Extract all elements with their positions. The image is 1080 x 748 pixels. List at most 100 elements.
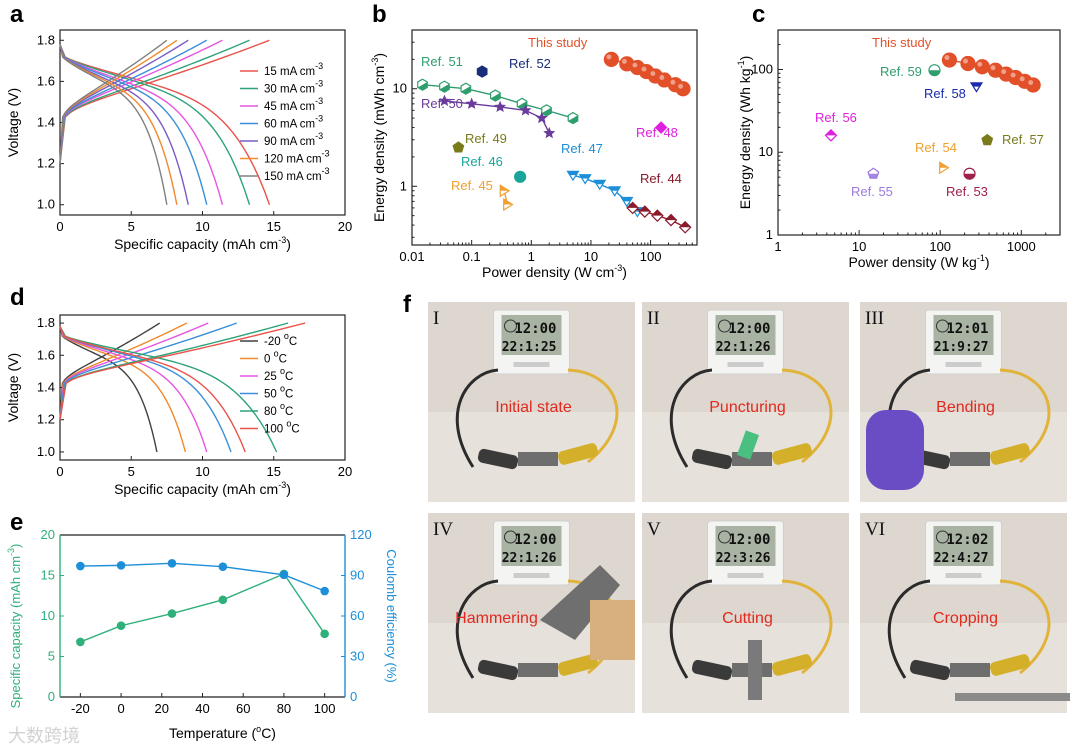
point-0-5	[320, 629, 329, 639]
x-tick-label: 1	[528, 249, 535, 264]
black-wire	[669, 579, 713, 679]
y2-axis-label: Coulomb efficiency (%)	[384, 549, 399, 682]
x-axis-label-part: Specific capacity (mAh cm	[114, 481, 278, 497]
marker-1-0-fill	[928, 70, 940, 76]
x-tick-label: 10	[195, 219, 209, 234]
x-axis-label-part: Power density (W kg	[848, 254, 976, 270]
marker-1-1-fill	[439, 83, 450, 93]
y-axis-label: Specific capacity (mAh cm-3)	[6, 544, 23, 709]
panel-d-frame	[59, 314, 346, 461]
marker-2-2-shape	[494, 100, 507, 113]
battery	[950, 663, 990, 677]
y-axis-label-part: -3	[370, 58, 380, 66]
marker-0-7-shape	[675, 81, 691, 97]
charge-curve-5	[59, 39, 178, 164]
marker-0-3-highlight	[641, 66, 647, 72]
y-tick-label: 1	[400, 178, 407, 193]
marker-1-5	[541, 104, 552, 117]
legend-label-1-part: 30 mA cm	[264, 84, 315, 96]
legend-label-5-part: C	[291, 424, 299, 436]
y-tick-label: 1.0	[37, 197, 55, 212]
hammer-handle	[590, 600, 635, 660]
x-tick-label: 0	[117, 701, 124, 716]
marker-0-4-highlight	[1001, 69, 1007, 75]
y2-tick-label: 60	[350, 608, 364, 623]
clock-time: 12:00	[514, 321, 556, 337]
discharge-curve-0	[59, 44, 271, 205]
legend-label-6-part: -3	[322, 166, 330, 176]
x-axis-label-part: -3	[614, 263, 622, 273]
tile-caption: Hammering	[455, 610, 538, 627]
x-tick-label: 40	[195, 701, 209, 716]
marker-1-2	[460, 82, 472, 95]
clock-screen	[501, 315, 562, 355]
marker-9-0-shape	[654, 121, 668, 134]
y-axis-label: Voltage (V)	[5, 88, 21, 157]
legend-label-5-part: 100	[264, 424, 286, 436]
charge-curve-0	[59, 39, 270, 164]
x-axis-label-part: )	[286, 236, 291, 252]
x-axis-label-part: -3	[278, 235, 286, 245]
discharge-curve-4	[59, 325, 278, 453]
clock-seconds: 21:9:27	[934, 340, 989, 355]
legend-label-5-part: 120 mA cm	[264, 154, 322, 166]
tile-caption: Initial state	[495, 399, 572, 416]
marker-4-1	[638, 205, 652, 218]
marker-0-0-shape	[941, 52, 958, 68]
photo-tile-I: 12:00 22:1:25 I Initial state	[428, 302, 635, 502]
legend-label-3-part: -3	[315, 114, 323, 124]
marker-2-2	[494, 100, 507, 113]
marker-2-1-shape	[465, 97, 478, 109]
cutting-blade	[748, 640, 762, 700]
marker-1-0-fill	[417, 81, 428, 91]
photo-tile-III: 12:01 21:9:27 III Bending	[860, 302, 1067, 502]
y-axis-label-part: )	[737, 56, 753, 61]
series-label-5: Ref. 54	[915, 140, 957, 155]
black-wire	[455, 579, 499, 679]
x-tick-label: 10	[195, 464, 209, 479]
y-tick-label: 1.2	[37, 156, 55, 171]
x-axis-label: Specific capacity (mAh cm-3)	[114, 235, 291, 252]
point-1-0	[76, 561, 85, 571]
clock-face-icon	[718, 319, 731, 333]
clock-seconds: 22:3:26	[716, 551, 771, 566]
x-tick-label: 60	[236, 701, 250, 716]
charge-curve-1	[59, 39, 250, 164]
marker-6-0	[867, 167, 880, 179]
series-label-0: This study	[528, 35, 588, 50]
x-axis-label: Power density (W kg-1)	[848, 253, 989, 270]
marker-7-0-shape	[514, 170, 527, 183]
marker-4-4	[678, 220, 692, 234]
marker-0-2-shape	[974, 59, 990, 75]
panel-letter-e: e	[10, 509, 23, 536]
x-axis-label: Temperature (oC)	[169, 724, 276, 741]
marker-2-4	[535, 111, 548, 124]
panel-letter-c: c	[752, 1, 765, 28]
marker-3-1-fill	[579, 174, 591, 179]
x-axis-label-part: Specific capacity (mAh cm	[114, 236, 278, 252]
legend-label-4-part: C	[285, 406, 293, 418]
point-0-3	[218, 595, 228, 605]
x-tick-label: 0	[56, 464, 63, 479]
legend-label-4: 90 mA cm-3	[264, 131, 323, 148]
marker-0-0	[941, 52, 958, 68]
marker-1-1	[439, 80, 450, 93]
series-label-1: Ref. 51	[421, 54, 463, 69]
clock-buttons	[727, 573, 764, 578]
legend-label-2: 25 oC	[264, 366, 293, 383]
point-0-1	[116, 621, 126, 631]
y-tick-label: 10	[41, 608, 55, 623]
x-tick-label: 20	[155, 701, 169, 716]
marker-4-0-shape	[981, 133, 994, 146]
clock-time: 12:02	[946, 532, 988, 548]
legend-label-1-part: o	[274, 349, 279, 359]
x-tick-label: 15	[267, 464, 281, 479]
x-tick-label: 1	[774, 239, 781, 254]
marker-3-1	[578, 174, 592, 185]
needle-green	[736, 430, 760, 460]
marker-3-0	[566, 170, 580, 182]
marker-1-3	[490, 89, 501, 102]
marker-8-1	[503, 197, 514, 212]
marker-0-7-highlight	[1028, 80, 1034, 85]
y2-tick-label: 90	[350, 568, 364, 583]
